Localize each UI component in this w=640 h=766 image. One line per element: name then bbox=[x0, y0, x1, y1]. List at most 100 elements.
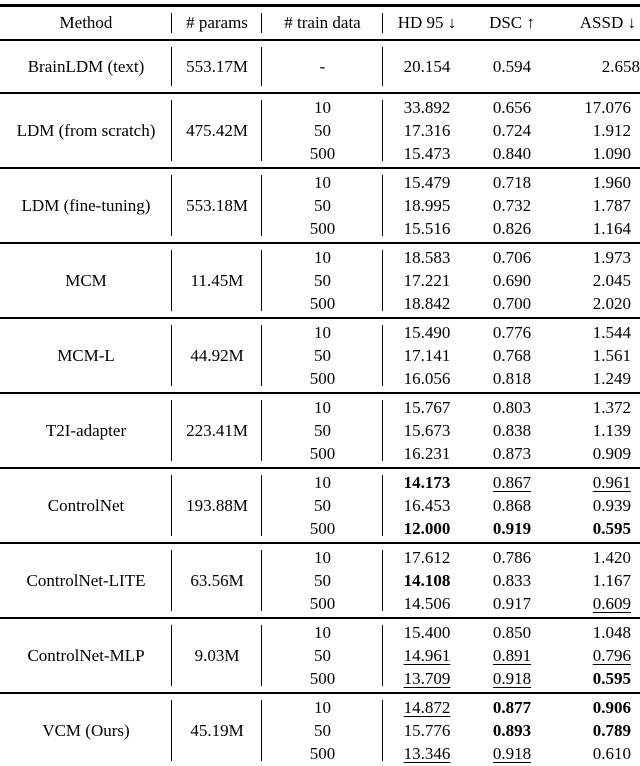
assd-value: 1.561 bbox=[592, 346, 631, 365]
hd95-value: 17.221 bbox=[403, 271, 451, 290]
assd-cell: 1.048 0.796 0.595 bbox=[553, 618, 640, 693]
header-dsc: DSC ↑ bbox=[471, 5, 553, 41]
params-cell: 193.88M bbox=[172, 468, 262, 543]
assd-value: 2.045 bbox=[592, 271, 631, 290]
dsc-value: 0.786 bbox=[492, 548, 532, 567]
dsc-cell: 0.656 0.724 0.840 bbox=[471, 93, 553, 168]
header-params: # params bbox=[172, 5, 262, 41]
dsc-cell: 0.776 0.768 0.818 bbox=[471, 318, 553, 393]
dsc-value: 0.918 bbox=[492, 744, 532, 763]
hd95-cell: 15.490 17.141 16.056 bbox=[383, 318, 471, 393]
hd95-value: 18.995 bbox=[403, 196, 451, 215]
params-cell: 11.45M bbox=[172, 243, 262, 318]
dsc-value: 0.919 bbox=[492, 519, 532, 538]
table-header-row: Method # params # train data HD 95 ↓ DSC… bbox=[0, 5, 640, 41]
dsc-cell: 0.718 0.732 0.826 bbox=[471, 168, 553, 243]
train-data-cell: 10 50 500 bbox=[262, 543, 383, 618]
train-data-value: 50 bbox=[314, 496, 331, 515]
hd95-value: 14.506 bbox=[403, 594, 451, 613]
train-data-value: 500 bbox=[309, 369, 336, 388]
dsc-cell: 0.867 0.868 0.919 bbox=[471, 468, 553, 543]
train-data-value: - bbox=[319, 57, 326, 76]
hd95-value: 14.872 bbox=[403, 698, 451, 717]
train-data-cell: 10 50 500 bbox=[262, 468, 383, 543]
table-body: BrainLDM (text) 553.17M - 20.154 0.594 2.658 L… bbox=[0, 40, 640, 766]
method-cell: LDM (from scratch) bbox=[0, 93, 172, 168]
hd95-cell: 14.872 15.776 13.346 bbox=[383, 693, 471, 766]
dsc-value: 0.803 bbox=[492, 398, 532, 417]
method-cell: ControlNet-LITE bbox=[0, 543, 172, 618]
table-group-row: VCM (Ours) 45.19M 10 50 500 14.872 15.776 13.34… bbox=[0, 693, 640, 766]
train-data-cell: 10 50 500 bbox=[262, 318, 383, 393]
params-cell: 9.03M bbox=[172, 618, 262, 693]
assd-cell: 17.076 1.912 1.090 bbox=[553, 93, 640, 168]
hd95-value: 15.516 bbox=[403, 219, 451, 238]
assd-value: 0.906 bbox=[592, 698, 631, 717]
dsc-cell: 0.706 0.690 0.700 bbox=[471, 243, 553, 318]
method-cell: ControlNet bbox=[0, 468, 172, 543]
hd95-cell: 18.583 17.221 18.842 bbox=[383, 243, 471, 318]
train-data-value: 10 bbox=[314, 698, 331, 717]
hd95-value: 15.479 bbox=[403, 173, 451, 192]
hd95-value: 13.709 bbox=[403, 669, 451, 688]
table-group-row: ControlNet-MLP 9.03M 10 50 500 15.400 14.961 13… bbox=[0, 618, 640, 693]
dsc-value: 0.867 bbox=[492, 473, 532, 492]
hd95-cell: 20.154 bbox=[383, 40, 471, 93]
hd95-value: 15.473 bbox=[403, 144, 451, 163]
train-data-cell: 10 50 500 bbox=[262, 618, 383, 693]
hd95-value: 15.776 bbox=[403, 721, 451, 740]
train-data-value: 500 bbox=[309, 669, 336, 688]
header-train-data: # train data bbox=[262, 5, 383, 41]
assd-value: 2.020 bbox=[592, 294, 631, 313]
dsc-value: 0.840 bbox=[492, 144, 532, 163]
hd95-value: 17.316 bbox=[403, 121, 451, 140]
train-data-cell: 10 50 500 bbox=[262, 168, 383, 243]
dsc-value: 0.891 bbox=[492, 646, 532, 665]
table-header: Method # params # train data HD 95 ↓ DSC… bbox=[0, 5, 640, 41]
assd-cell: 1.544 1.561 1.249 bbox=[553, 318, 640, 393]
dsc-cell: 0.850 0.891 0.918 bbox=[471, 618, 553, 693]
dsc-value: 0.818 bbox=[492, 369, 532, 388]
hd95-value: 16.231 bbox=[403, 444, 451, 463]
train-data-value: 50 bbox=[314, 346, 331, 365]
dsc-value: 0.724 bbox=[492, 121, 532, 140]
hd95-value: 18.583 bbox=[403, 248, 451, 267]
method-cell: VCM (Ours) bbox=[0, 693, 172, 766]
dsc-value: 0.700 bbox=[492, 294, 532, 313]
assd-cell: 1.372 1.139 0.909 bbox=[553, 393, 640, 468]
assd-value: 0.609 bbox=[592, 594, 631, 613]
dsc-value: 0.706 bbox=[492, 248, 532, 267]
train-data-value: 10 bbox=[314, 248, 331, 267]
assd-value: 0.796 bbox=[592, 646, 631, 665]
train-data-value: 500 bbox=[309, 219, 336, 238]
dsc-value: 0.776 bbox=[492, 323, 532, 342]
assd-value: 1.912 bbox=[592, 121, 631, 140]
method-cell: LDM (fine-tuning) bbox=[0, 168, 172, 243]
hd95-value: 12.000 bbox=[403, 519, 451, 538]
header-method: Method bbox=[0, 5, 172, 41]
hd95-value: 17.141 bbox=[403, 346, 451, 365]
method-cell: MCM bbox=[0, 243, 172, 318]
assd-value: 1.420 bbox=[592, 548, 631, 567]
hd95-value: 13.346 bbox=[403, 744, 451, 763]
dsc-cell: 0.594 bbox=[471, 40, 553, 93]
dsc-value: 0.873 bbox=[492, 444, 532, 463]
assd-value: 1.090 bbox=[592, 144, 631, 163]
assd-cell: 0.961 0.939 0.595 bbox=[553, 468, 640, 543]
assd-cell: 0.906 0.789 0.610 bbox=[553, 693, 640, 766]
dsc-cell: 0.803 0.838 0.873 bbox=[471, 393, 553, 468]
train-data-value: 500 bbox=[309, 144, 336, 163]
train-data-cell: 10 50 500 bbox=[262, 393, 383, 468]
assd-value: 0.789 bbox=[592, 721, 631, 740]
dsc-value: 0.833 bbox=[492, 571, 532, 590]
train-data-value: 50 bbox=[314, 421, 331, 440]
params-cell: 63.56M bbox=[172, 543, 262, 618]
train-data-cell: 10 50 500 bbox=[262, 243, 383, 318]
assd-value: 1.249 bbox=[592, 369, 631, 388]
dsc-value: 0.838 bbox=[492, 421, 532, 440]
train-data-value: 10 bbox=[314, 623, 331, 642]
assd-value: 1.167 bbox=[592, 571, 631, 590]
train-data-cell: 10 50 500 bbox=[262, 693, 383, 766]
header-hd95: HD 95 ↓ bbox=[383, 5, 471, 41]
